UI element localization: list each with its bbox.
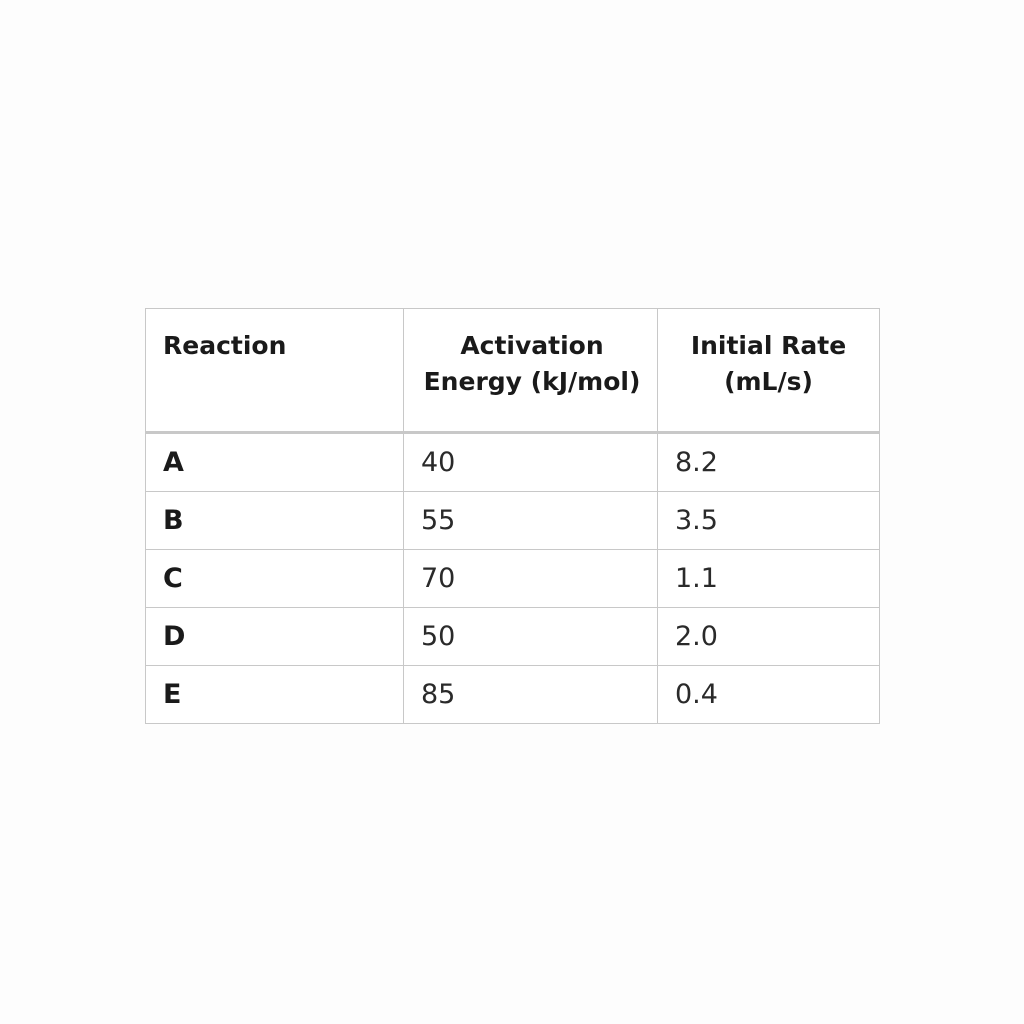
column-header: Initial Rate (mL/s) bbox=[657, 308, 880, 433]
cell: 50 bbox=[403, 607, 658, 666]
row-label: D bbox=[145, 607, 404, 666]
table-body: A 40 8.2 B 55 3.5 C 70 1.1 D 50 2.0 E 85 0.4 bbox=[145, 432, 880, 724]
table-header: Reaction Activation Energy (kJ/mol) Initia… bbox=[145, 308, 880, 433]
data-table: Reaction Activation Energy (kJ/mol) Initia… bbox=[145, 308, 880, 724]
table-row: C 70 1.1 bbox=[145, 549, 880, 608]
row-label: B bbox=[145, 491, 404, 550]
row-label: C bbox=[145, 549, 404, 608]
table-row: E 85 0.4 bbox=[145, 665, 880, 724]
table-row: A 40 8.2 bbox=[145, 432, 880, 492]
cell: 0.4 bbox=[657, 665, 880, 724]
table-row: D 50 2.0 bbox=[145, 607, 880, 666]
cell: 3.5 bbox=[657, 491, 880, 550]
header-row: Reaction Activation Energy (kJ/mol) Initia… bbox=[145, 308, 880, 433]
cell: 70 bbox=[403, 549, 658, 608]
column-header: Activation Energy (kJ/mol) bbox=[403, 308, 658, 433]
table-row: B 55 3.5 bbox=[145, 491, 880, 550]
header-text: Activation Energy (kJ/mol) bbox=[423, 331, 641, 396]
cell: 1.1 bbox=[657, 549, 880, 608]
column-header: Reaction bbox=[145, 308, 404, 433]
cell: 8.2 bbox=[657, 432, 880, 492]
row-label: E bbox=[145, 665, 404, 724]
row-label: A bbox=[145, 432, 404, 492]
cell: 40 bbox=[403, 432, 658, 492]
header-text: Reaction bbox=[163, 331, 287, 360]
cell: 2.0 bbox=[657, 607, 880, 666]
cell: 55 bbox=[403, 491, 658, 550]
header-text: Initial Rate (mL/s) bbox=[690, 331, 847, 396]
cell: 85 bbox=[403, 665, 658, 724]
